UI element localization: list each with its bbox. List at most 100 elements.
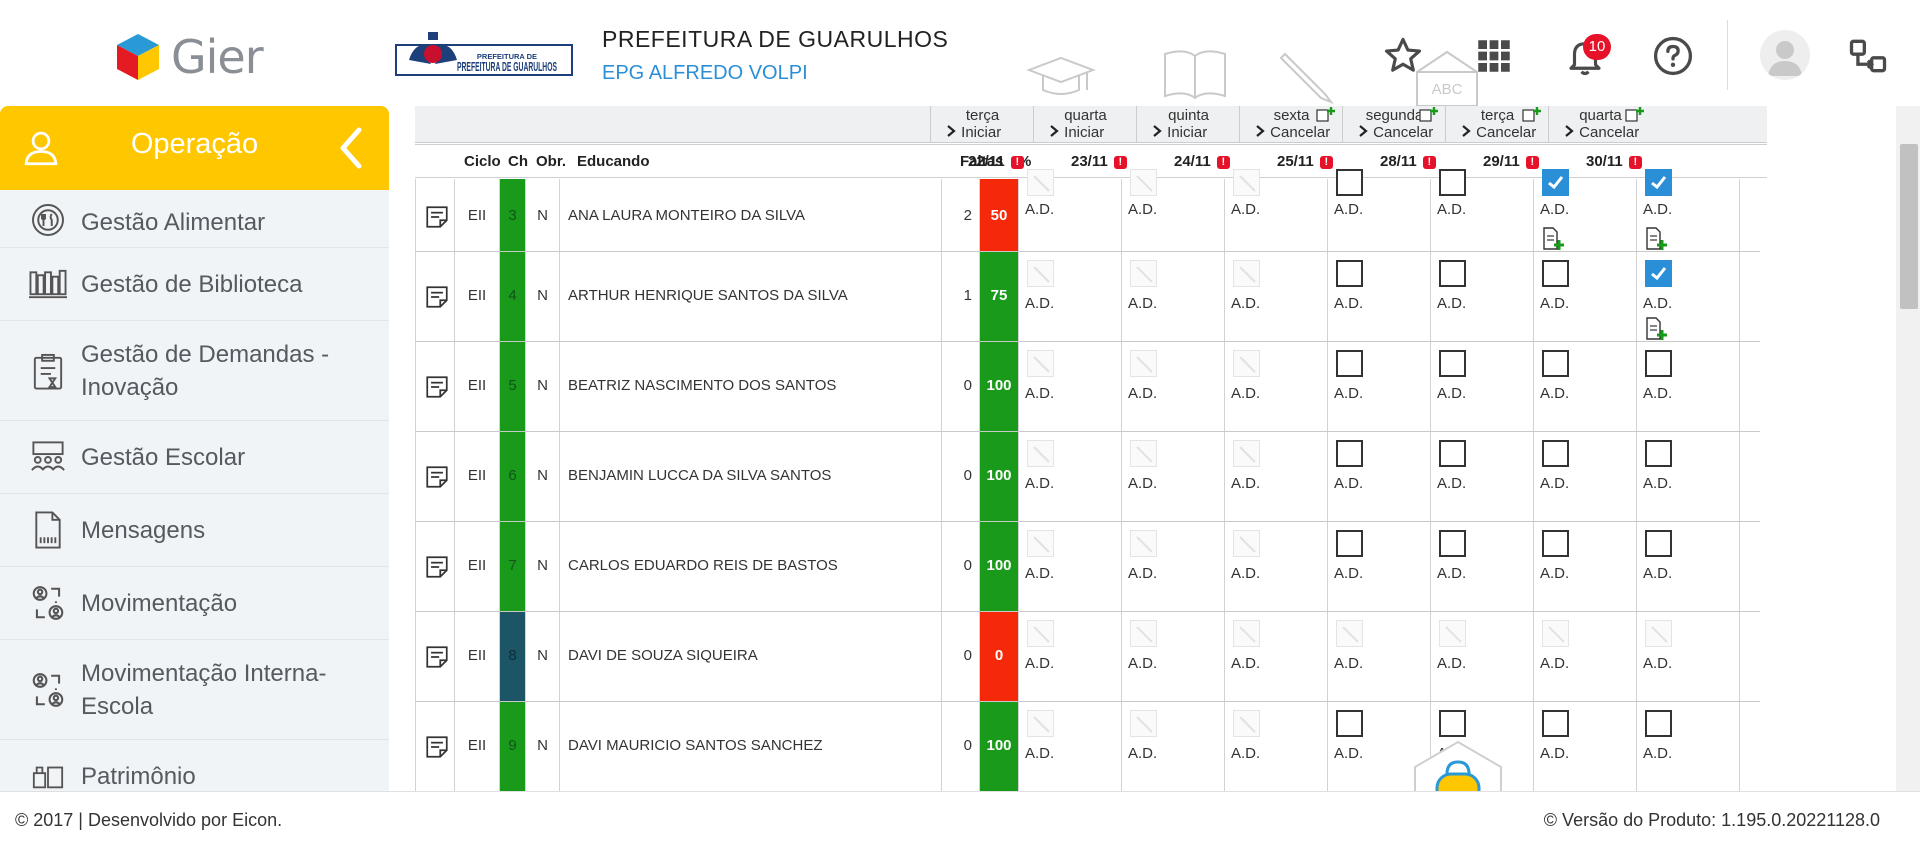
add-note-icon[interactable]	[1542, 227, 1564, 255]
weekday-actions-row: terça Iniciar quarta Iniciar quinta Inicia…	[415, 106, 1767, 143]
student-name-cell: DAVI MAURICIO SANTOS SANCHEZ	[560, 702, 942, 791]
gier-logo[interactable]: Gier	[115, 30, 275, 85]
sidebar-item-3[interactable]: Gestão de Demandas - Inovação	[0, 321, 389, 421]
presence-checkbox[interactable]	[1439, 260, 1466, 287]
presence-checkbox[interactable]	[1542, 260, 1569, 287]
presence-checkbox[interactable]	[1439, 710, 1466, 737]
sidebar-item-6[interactable]: Movimentação	[0, 567, 389, 640]
date-header-5[interactable]: 28/11 !	[1380, 153, 1436, 170]
sidebar-item-7[interactable]: Movimentação Interna-Escola	[0, 640, 389, 740]
presence-checkbox[interactable]	[1336, 350, 1363, 377]
presence-checkbox[interactable]	[1336, 440, 1363, 467]
presence-checkbox[interactable]	[1542, 530, 1569, 557]
sidebar-item-5[interactable]: Mensagens	[0, 494, 389, 567]
observation-note-icon[interactable]	[424, 374, 450, 404]
date-header-3[interactable]: 24/11 !	[1174, 153, 1230, 170]
date-header-4[interactable]: 25/11 !	[1277, 153, 1333, 170]
presence-checkbox[interactable]	[1542, 710, 1569, 737]
day-action-label: Cancelar	[1373, 124, 1434, 141]
sidebar-item-2[interactable]: Gestão de Biblioteca	[0, 248, 389, 321]
day-action-link[interactable]: Iniciar	[1151, 124, 1207, 141]
ad-label: A.D.	[1540, 475, 1570, 492]
observation-note-icon[interactable]	[424, 734, 450, 764]
date-header-7[interactable]: 30/11 !	[1586, 153, 1642, 170]
apps-grid-icon[interactable]	[1471, 33, 1517, 79]
observation-note-icon[interactable]	[424, 644, 450, 674]
ad-label: A.D.	[1231, 655, 1261, 672]
date-header-1[interactable]: 22/11 !	[968, 153, 1024, 170]
day-action-link[interactable]: Iniciar	[1048, 124, 1104, 141]
presence-checkbox[interactable]	[1645, 440, 1672, 467]
add-session-icon[interactable]	[1316, 106, 1336, 126]
presence-checkbox[interactable]	[1336, 169, 1363, 196]
presence-checkbox[interactable]	[1542, 440, 1569, 467]
presence-checkbox-checked[interactable]	[1542, 169, 1569, 196]
add-session-icon[interactable]	[1419, 106, 1439, 126]
switch-context-icon[interactable]	[1845, 33, 1891, 79]
favorites-star-icon[interactable]	[1380, 33, 1426, 79]
notification-count-badge[interactable]: 10	[1583, 34, 1611, 60]
user-icon	[24, 131, 58, 166]
ad-label: A.D.	[1334, 201, 1364, 218]
disabled-checkbox	[1130, 350, 1157, 377]
presence-checkbox[interactable]	[1336, 530, 1363, 557]
presence-checkbox[interactable]	[1336, 260, 1363, 287]
observation-note-icon[interactable]	[424, 464, 450, 494]
attendance-cell: A.D.	[1019, 702, 1122, 791]
people-transfer-icon	[28, 583, 68, 623]
student-name: DAVI MAURICIO SANTOS SANCHEZ	[568, 737, 823, 754]
presence-checkbox[interactable]	[1645, 350, 1672, 377]
add-session-icon[interactable]	[1522, 106, 1542, 126]
observation-note-icon[interactable]	[424, 284, 450, 314]
presence-checkbox[interactable]	[1336, 710, 1363, 737]
obs-cell	[415, 179, 455, 251]
attendance-cell: A.D.	[1225, 342, 1328, 431]
day-action-link[interactable]: Cancelar	[1254, 124, 1330, 141]
ad-label: A.D.	[1540, 385, 1570, 402]
day-action-link[interactable]: Cancelar	[1460, 124, 1536, 141]
attendance-cell: A.D.	[1328, 169, 1431, 251]
ch-value: 7	[508, 557, 517, 574]
sidebar-item-4[interactable]: Gestão Escolar	[0, 421, 389, 494]
presence-checkbox[interactable]	[1645, 530, 1672, 557]
presence-checkbox[interactable]	[1439, 530, 1466, 557]
day-action-link[interactable]: Cancelar	[1563, 124, 1639, 141]
user-avatar[interactable]	[1760, 30, 1810, 80]
attendance-cell: A.D.	[1225, 522, 1328, 611]
add-note-icon[interactable]	[1645, 227, 1667, 255]
observation-note-icon[interactable]	[424, 554, 450, 584]
observation-note-icon[interactable]	[424, 204, 450, 234]
presence-checkbox[interactable]	[1439, 440, 1466, 467]
disabled-checkbox	[1027, 350, 1054, 377]
sidebar-item-1[interactable]: Gestão Alimentar	[0, 190, 389, 248]
collapse-chevron-left-icon[interactable]	[335, 124, 365, 172]
scrollbar-thumb[interactable]	[1900, 144, 1918, 309]
disabled-checkbox	[1027, 710, 1054, 737]
presence-checkbox-checked[interactable]	[1645, 169, 1672, 196]
add-note-icon[interactable]	[1645, 317, 1667, 345]
attendance-cell: A.D.	[1019, 522, 1122, 611]
presence-checkbox[interactable]	[1542, 350, 1569, 377]
table-row: EII 6 N BENJAMIN LUCCA DA SILVA SANTOS 0 100 A…	[415, 432, 1760, 522]
presence-checkbox[interactable]	[1645, 710, 1672, 737]
presence-checkbox-checked[interactable]	[1645, 260, 1672, 287]
date-header-2[interactable]: 23/11 !	[1071, 153, 1127, 170]
help-icon[interactable]	[1650, 33, 1696, 79]
attendance-percent-cell: 75	[980, 252, 1019, 341]
school-name[interactable]: EPG ALFREDO VOLPI	[602, 62, 808, 84]
sidebar-item-8[interactable]: Patrimônio	[0, 740, 389, 791]
obr-value: N	[537, 737, 548, 754]
table-header-row: Ciclo Ch Obr. Educando Faltas % 22/11 ! 2…	[415, 144, 1767, 178]
attendance-cell: A.D.	[1431, 522, 1534, 611]
presence-checkbox[interactable]	[1439, 350, 1466, 377]
date-label: 28/11	[1380, 153, 1417, 170]
day-action-link[interactable]: Cancelar	[1357, 124, 1433, 141]
date-header-6[interactable]: 29/11 !	[1483, 153, 1539, 170]
presence-checkbox[interactable]	[1439, 169, 1466, 196]
disabled-checkbox	[1027, 260, 1054, 287]
absences-value-cell: 2	[942, 179, 980, 251]
obr-value-cell: N	[526, 179, 560, 251]
day-action-link[interactable]: Iniciar	[945, 124, 1001, 141]
attendance-percent: 0	[994, 647, 1004, 664]
add-session-icon[interactable]	[1625, 106, 1645, 126]
